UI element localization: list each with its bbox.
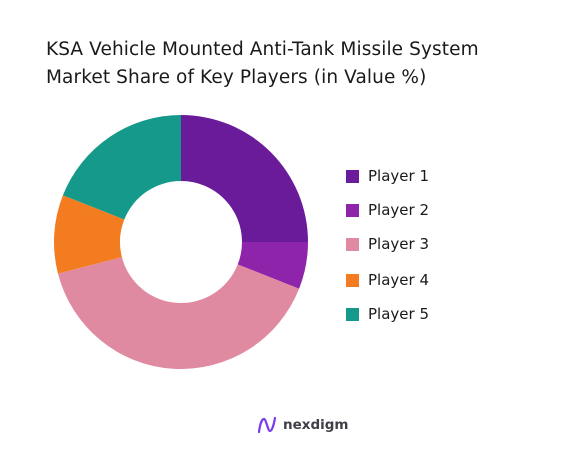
- donut-slice-player-1: [181, 115, 308, 242]
- legend-swatch: [346, 273, 359, 287]
- donut-slice-player-5: [62, 115, 182, 220]
- donut-slice-player-3: [57, 257, 300, 370]
- legend-item-player-3: Player 3: [346, 234, 429, 254]
- legend-label: Player 1: [368, 167, 429, 185]
- legend-swatch: [346, 307, 359, 321]
- brand-logo: nexdigm: [256, 414, 349, 436]
- legend-item-player-1: Player 1: [346, 166, 429, 186]
- legend-item-player-4: Player 4: [346, 270, 429, 290]
- brand-name: nexdigm: [283, 417, 349, 433]
- legend-label: Player 2: [368, 201, 429, 219]
- donut-slice-player-2: [237, 242, 308, 289]
- chart-title-line-2: Market Share of Key Players (in Value %): [46, 67, 427, 88]
- chart-title: KSA Vehicle Mounted Anti-Tank Missile Sy…: [46, 36, 479, 92]
- nexdigm-logo-icon: [257, 416, 277, 434]
- legend-swatch: [346, 237, 359, 251]
- legend-item-player-5: Player 5: [346, 304, 429, 324]
- legend-label: Player 5: [368, 305, 429, 323]
- legend-label: Player 4: [368, 271, 429, 289]
- chart-title-line-1: KSA Vehicle Mounted Anti-Tank Missile Sy…: [46, 39, 479, 60]
- legend-label: Player 3: [368, 235, 429, 253]
- donut-slice-player-4: [54, 195, 125, 274]
- legend-swatch: [346, 203, 359, 217]
- legend-swatch: [346, 169, 359, 183]
- legend-item-player-2: Player 2: [346, 200, 429, 220]
- chart-legend: Player 1 Player 2 Player 3 Player 4 Play…: [346, 166, 466, 326]
